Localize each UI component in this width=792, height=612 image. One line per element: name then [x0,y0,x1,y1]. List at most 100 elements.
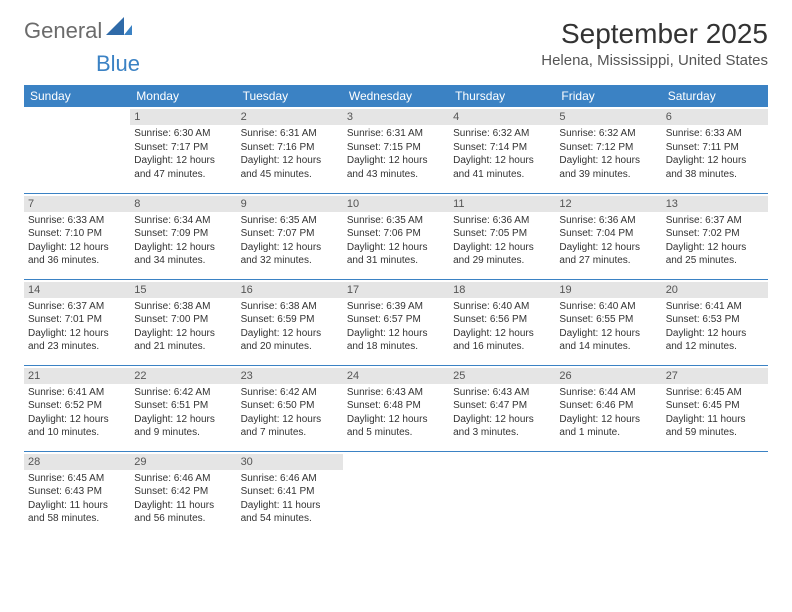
sunset-text: Sunset: 7:07 PM [241,227,339,241]
day-header: Thursday [449,85,555,107]
day-number: 9 [237,196,343,212]
daylight-text: Daylight: 12 hours and 31 minutes. [347,241,445,268]
calendar-day-cell: 20Sunrise: 6:41 AMSunset: 6:53 PMDayligh… [662,279,768,365]
day-header: Monday [130,85,236,107]
daylight-text: Daylight: 11 hours and 54 minutes. [241,499,339,526]
daylight-text: Daylight: 12 hours and 1 minute. [559,413,657,440]
calendar-week: 7Sunrise: 6:33 AMSunset: 7:10 PMDaylight… [24,193,768,279]
sunrise-text: Sunrise: 6:31 AM [347,127,445,141]
sunrise-text: Sunrise: 6:31 AM [241,127,339,141]
sunrise-text: Sunrise: 6:40 AM [559,300,657,314]
calendar-day-cell: 19 Sunrise: 6:40 AMSunset: 6:55 PMDayligh… [555,279,661,365]
daylight-text: Daylight: 12 hours and 20 minutes. [241,327,339,354]
sunrise-text: Sunrise: 6:43 AM [347,386,445,400]
daylight-text: Daylight: 12 hours and 27 minutes. [559,241,657,268]
day-number: 11 [449,196,555,212]
daylight-text: Daylight: 12 hours and 5 minutes. [347,413,445,440]
daylight-text: Daylight: 12 hours and 41 minutes. [453,154,551,181]
day-number [343,454,449,470]
logo-sail-icon [106,17,132,35]
sunrise-text: Sunrise: 6:42 AM [134,386,232,400]
calendar-day-cell: 1Sunrise: 6:30 AMSunset: 7:17 PMDaylight… [130,107,236,193]
day-header: Tuesday [237,85,343,107]
calendar-day-cell: 6Sunrise: 6:33 AMSunset: 7:11 PMDaylight… [662,107,768,193]
day-number [662,454,768,470]
sunrise-text: Sunrise: 6:34 AM [134,214,232,228]
sunrise-text: Sunrise: 6:37 AM [28,300,126,314]
calendar-day-cell: 11Sunrise: 6:36 AMSunset: 7:05 PMDayligh… [449,193,555,279]
calendar-day-cell: 25Sunrise: 6:43 AMSunset: 6:47 PMDayligh… [449,365,555,451]
day-number: 26 [555,368,661,384]
day-number: 18 [449,282,555,298]
logo-text-general: General [24,18,102,44]
calendar-day-cell: 27Sunrise: 6:45 AMSunset: 6:45 PMDayligh… [662,365,768,451]
calendar-day-cell: 9Sunrise: 6:35 AMSunset: 7:07 PMDaylight… [237,193,343,279]
sunset-text: Sunset: 6:41 PM [241,485,339,499]
calendar-day-cell [555,451,661,537]
sunset-text: Sunset: 6:56 PM [453,313,551,327]
calendar-day-cell: 29Sunrise: 6:46 AMSunset: 6:42 PMDayligh… [130,451,236,537]
sunset-text: Sunset: 6:50 PM [241,399,339,413]
sunset-text: Sunset: 6:55 PM [559,313,657,327]
daylight-text: Daylight: 11 hours and 59 minutes. [666,413,764,440]
calendar-week: 28Sunrise: 6:45 AMSunset: 6:43 PMDayligh… [24,451,768,537]
sunset-text: Sunset: 6:59 PM [241,313,339,327]
sunset-text: Sunset: 6:53 PM [666,313,764,327]
daylight-text: Daylight: 12 hours and 3 minutes. [453,413,551,440]
sunrise-text: Sunrise: 6:41 AM [666,300,764,314]
daylight-text: Daylight: 12 hours and 32 minutes. [241,241,339,268]
day-number [449,454,555,470]
sunset-text: Sunset: 7:09 PM [134,227,232,241]
sunset-text: Sunset: 6:46 PM [559,399,657,413]
day-number: 19 [555,282,661,298]
sunrise-text: Sunrise: 6:45 AM [28,472,126,486]
sunset-text: Sunset: 7:05 PM [453,227,551,241]
calendar-day-cell: 21Sunrise: 6:41 AMSunset: 6:52 PMDayligh… [24,365,130,451]
daylight-text: Daylight: 12 hours and 18 minutes. [347,327,445,354]
sunrise-text: Sunrise: 6:37 AM [666,214,764,228]
sunset-text: Sunset: 7:06 PM [347,227,445,241]
sunrise-text: Sunrise: 6:39 AM [347,300,445,314]
daylight-text: Daylight: 11 hours and 58 minutes. [28,499,126,526]
calendar-day-cell: 13Sunrise: 6:37 AMSunset: 7:02 PMDayligh… [662,193,768,279]
day-number: 23 [237,368,343,384]
daylight-text: Daylight: 12 hours and 7 minutes. [241,413,339,440]
sunset-text: Sunset: 6:51 PM [134,399,232,413]
sunrise-text: Sunrise: 6:43 AM [453,386,551,400]
calendar-day-cell: 12Sunrise: 6:36 AMSunset: 7:04 PMDayligh… [555,193,661,279]
calendar-day-cell: 17Sunrise: 6:39 AMSunset: 6:57 PMDayligh… [343,279,449,365]
sunrise-text: Sunrise: 6:33 AM [666,127,764,141]
day-number: 28 [24,454,130,470]
sunset-text: Sunset: 7:02 PM [666,227,764,241]
day-number: 12 [555,196,661,212]
sunrise-text: Sunrise: 6:38 AM [241,300,339,314]
sunrise-text: Sunrise: 6:32 AM [559,127,657,141]
sunset-text: Sunset: 6:45 PM [666,399,764,413]
sunset-text: Sunset: 7:11 PM [666,141,764,155]
sunrise-text: Sunrise: 6:36 AM [559,214,657,228]
sunrise-text: Sunrise: 6:36 AM [453,214,551,228]
sunset-text: Sunset: 6:52 PM [28,399,126,413]
day-header: Sunday [24,85,130,107]
day-number: 10 [343,196,449,212]
day-number: 6 [662,109,768,125]
daylight-text: Daylight: 12 hours and 14 minutes. [559,327,657,354]
day-header: Friday [555,85,661,107]
daylight-text: Daylight: 12 hours and 34 minutes. [134,241,232,268]
day-number: 7 [24,196,130,212]
calendar-day-cell [662,451,768,537]
daylight-text: Daylight: 12 hours and 10 minutes. [28,413,126,440]
day-number: 25 [449,368,555,384]
calendar-day-cell: 10Sunrise: 6:35 AMSunset: 7:06 PMDayligh… [343,193,449,279]
calendar-week: 1Sunrise: 6:30 AMSunset: 7:17 PMDaylight… [24,107,768,193]
sunrise-text: Sunrise: 6:45 AM [666,386,764,400]
sunrise-text: Sunrise: 6:30 AM [134,127,232,141]
calendar-day-cell: 16Sunrise: 6:38 AMSunset: 6:59 PMDayligh… [237,279,343,365]
logo: General [24,18,134,44]
sunset-text: Sunset: 7:16 PM [241,141,339,155]
daylight-text: Daylight: 12 hours and 12 minutes. [666,327,764,354]
day-number: 29 [130,454,236,470]
sunset-text: Sunset: 7:17 PM [134,141,232,155]
daylight-text: Daylight: 11 hours and 56 minutes. [134,499,232,526]
sunrise-text: Sunrise: 6:44 AM [559,386,657,400]
